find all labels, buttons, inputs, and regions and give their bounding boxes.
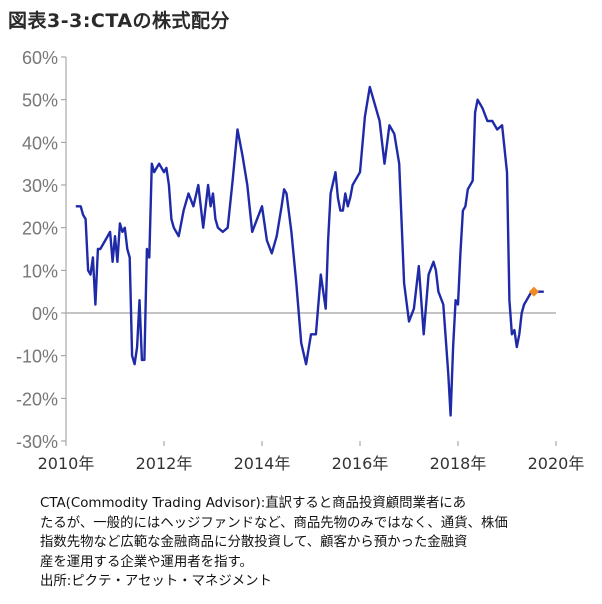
y-tick-label: 40%	[22, 133, 58, 153]
y-tick-label: 0%	[32, 304, 58, 324]
y-tick-label: 30%	[22, 176, 58, 196]
x-tick-label: 2010年	[38, 454, 95, 473]
y-tick-label: 50%	[22, 91, 58, 111]
chart-series	[75, 85, 544, 417]
footnote-line: たるが、一般的にはヘッジファンドなど、商品先物のみではなく、通貨、株価	[40, 515, 508, 531]
x-tick-label: 2018年	[430, 454, 487, 473]
x-tick-label: 2014年	[234, 454, 291, 473]
footnote-line: 産を運用する企業や運用者を指す。	[40, 554, 253, 570]
chart-title: 図表3-3:CTAの株式配分	[8, 10, 231, 32]
footnote: CTA(Commodity Trading Advisor):直訳すると商品投資…	[40, 494, 588, 592]
y-tick-label: -20%	[16, 389, 58, 409]
footnote-line: 指数先物など広範な金融商品に分散投資して、顧客から預かった金融資	[40, 535, 468, 550]
chart-axes	[61, 56, 557, 446]
line-chart: 60% 50% 40% 30% 20% 10% 0% -10% -20% -30% 2010年 201…	[16, 48, 584, 473]
y-tick-label: 20%	[22, 219, 58, 239]
series-line	[75, 85, 544, 417]
source-line: 出所:ピクテ・アセット・マネジメント	[40, 574, 272, 589]
y-tick-label: 60%	[22, 48, 58, 68]
y-tick-label: 10%	[22, 261, 58, 281]
chart-labels: 60% 50% 40% 30% 20% 10% 0% -10% -20% -30% 2010年 201…	[16, 48, 584, 473]
footnote-line: CTA(Commodity Trading Advisor):直訳すると商品投資…	[40, 496, 467, 511]
latest-value-marker	[528, 286, 539, 297]
x-tick-label: 2016年	[332, 454, 389, 473]
x-tick-label: 2020年	[528, 454, 585, 473]
y-tick-label: -30%	[16, 432, 58, 452]
y-tick-label: -10%	[16, 347, 58, 367]
x-tick-label: 2012年	[136, 454, 193, 473]
